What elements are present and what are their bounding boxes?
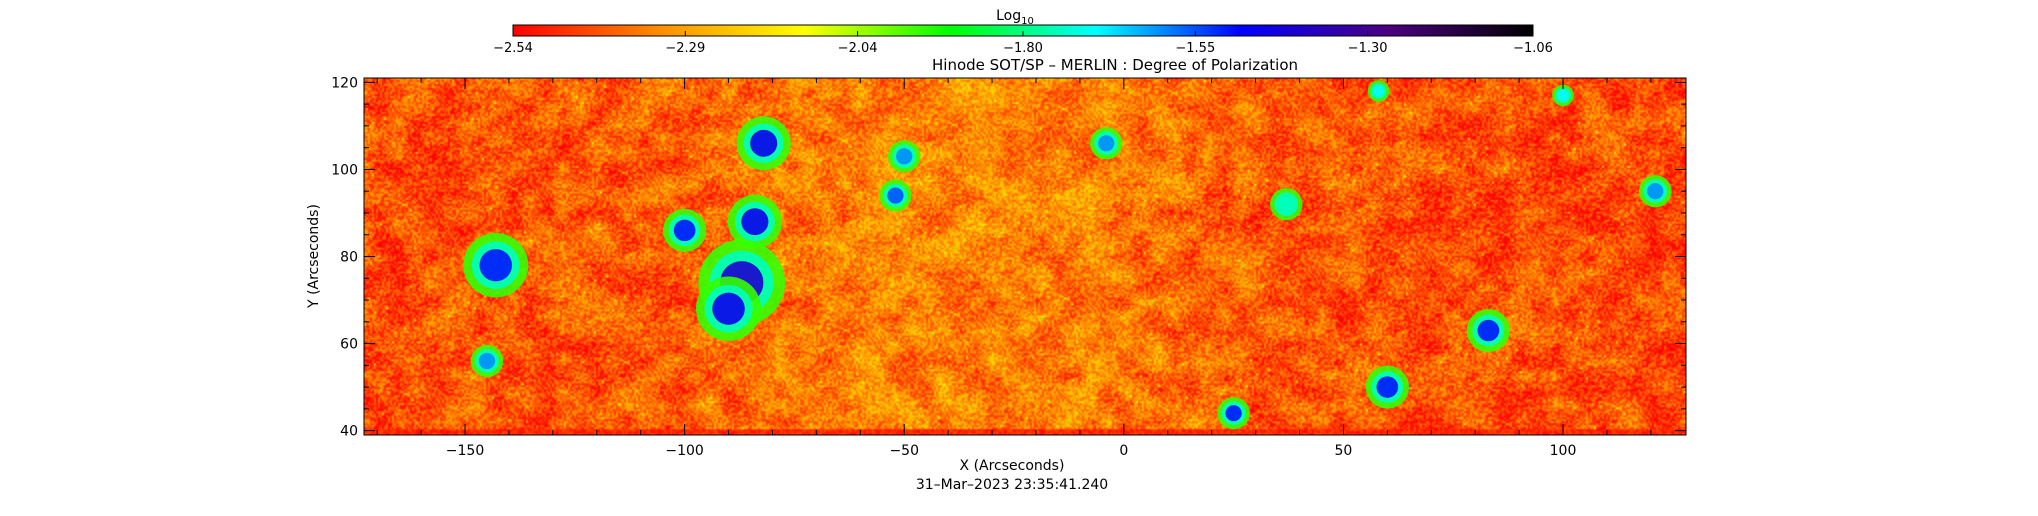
x-tick-label: −100 <box>665 443 703 459</box>
patch-layer <box>1557 90 1569 101</box>
polarization-patch <box>470 344 504 378</box>
patch-layer <box>896 148 913 165</box>
polarization-patch <box>1638 175 1672 208</box>
polarization-patch <box>879 179 912 212</box>
patch-layer <box>741 208 769 236</box>
heatmap-image <box>364 78 1686 435</box>
polarization-patch <box>1270 188 1303 221</box>
patch-layer <box>1373 85 1384 97</box>
patch-layer <box>712 292 745 325</box>
colorbar-tick-label: −2.54 <box>493 41 533 56</box>
y-tick-label: 120 <box>331 75 358 91</box>
x-tick-label: −150 <box>446 443 484 459</box>
x-tick-label: 100 <box>1550 443 1577 459</box>
patch-layer <box>478 352 496 370</box>
colorbar-tick-label: −2.04 <box>838 41 878 56</box>
patch-layer <box>1376 376 1399 398</box>
y-tick-label: 100 <box>331 162 358 178</box>
y-tick-label: 80 <box>340 250 358 266</box>
x-axis-ticks: −150 −100 −50 0 50 100 <box>376 78 1652 459</box>
patch-layer <box>479 249 513 282</box>
heatmap-area <box>364 78 1686 435</box>
patch-layer <box>887 187 904 204</box>
patch-layer <box>1647 183 1664 200</box>
patch-layer <box>1098 135 1115 152</box>
x-tick-label: −50 <box>889 443 919 459</box>
colorbar-label: Log10 <box>996 8 1034 27</box>
patch-layer <box>673 219 696 242</box>
patch-layer <box>750 129 778 157</box>
heatmap-features <box>463 80 1672 430</box>
y-tick-label: 60 <box>340 337 358 353</box>
polarization-patch <box>1367 80 1390 102</box>
colorbar-tick-label: −1.30 <box>1348 41 1388 56</box>
patch-layer <box>1225 405 1242 422</box>
polarization-patch <box>1089 127 1123 160</box>
x-tick-label: 0 <box>1119 443 1128 459</box>
patch-layer <box>1278 196 1295 213</box>
polarization-patch <box>887 140 921 173</box>
polarization-patch <box>1552 84 1574 107</box>
chart-title: Hinode SOT/SP – MERLIN : Degree of Polar… <box>932 56 1298 74</box>
polarization-patch <box>463 232 529 298</box>
polarization-patch <box>695 276 762 342</box>
polarization-patch <box>1365 365 1410 409</box>
colorbar-tick-label: −1.06 <box>1513 41 1553 56</box>
colorbar-ticks: −2.54 −2.29 −2.04 −1.80 −1.55 −1.30 −1.06 <box>493 31 1553 56</box>
colorbar-tick-label: −2.29 <box>665 41 705 56</box>
polarization-patch <box>736 116 791 171</box>
x-axis-label: X (Arcseconds) <box>960 458 1065 474</box>
colorbar-tick-label: −1.80 <box>1003 41 1043 56</box>
polarization-patch <box>1217 397 1250 430</box>
patch-layer <box>1477 319 1500 342</box>
y-axis-label: Y (Arcseconds) <box>306 204 322 309</box>
y-axis-ticks: 40 60 80 100 120 <box>331 75 1686 440</box>
timestamp-footer: 31–Mar–2023 23:35:41.240 <box>916 477 1108 493</box>
polarization-patch <box>1466 309 1511 353</box>
x-tick-label: 50 <box>1335 443 1353 459</box>
colorbar-tick-label: −1.55 <box>1175 41 1215 56</box>
polarization-patch <box>662 208 707 252</box>
y-tick-label: 40 <box>340 424 358 440</box>
polarization-patch <box>727 194 783 249</box>
